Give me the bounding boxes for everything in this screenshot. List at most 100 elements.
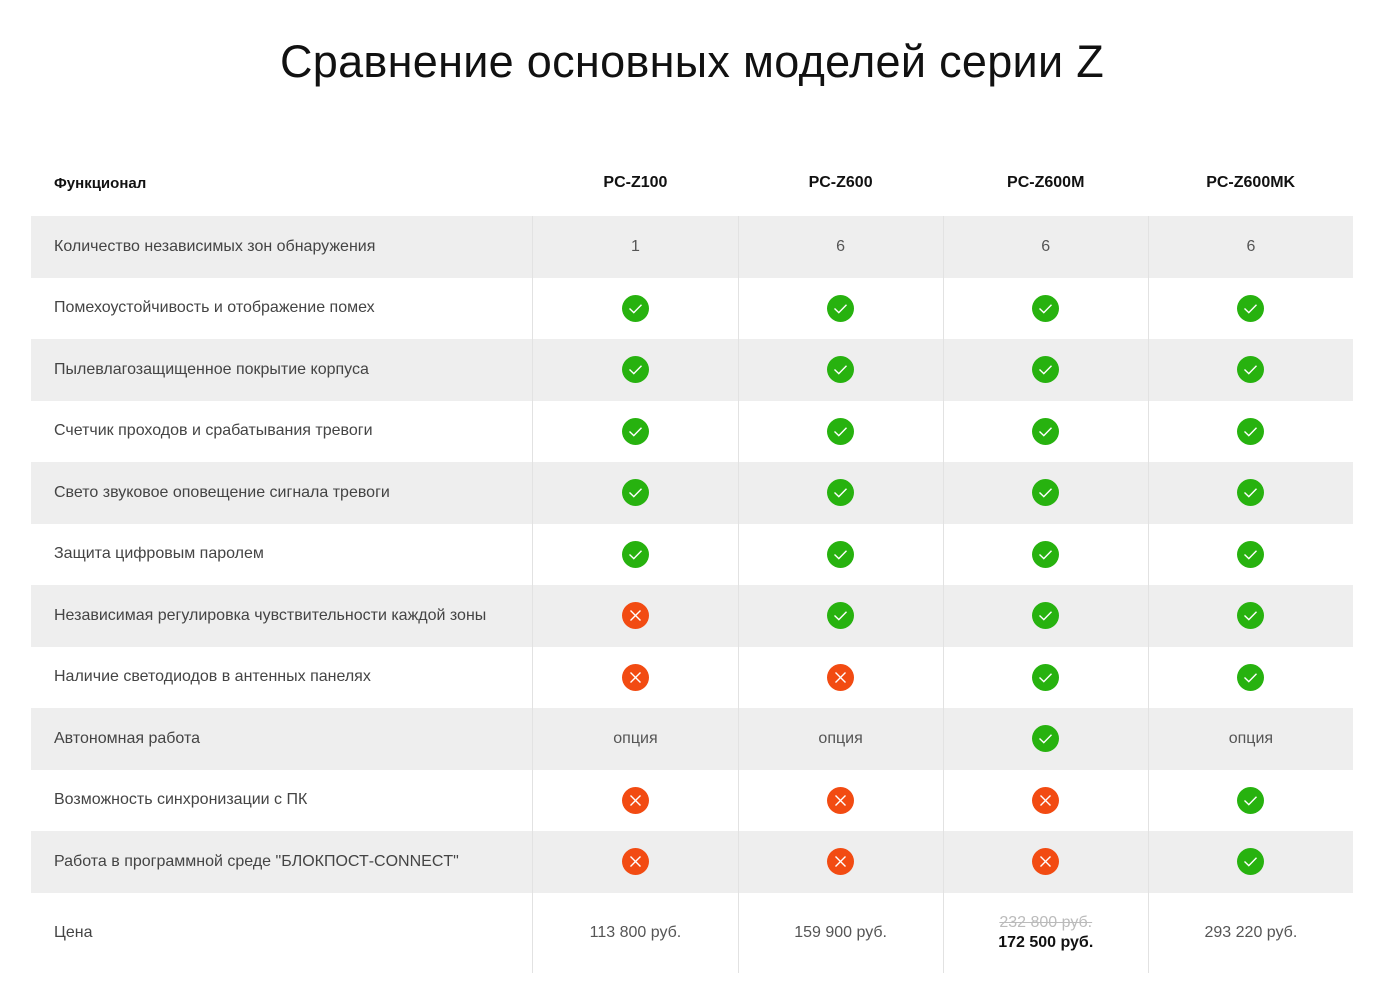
cell — [532, 339, 739, 401]
feature-label: Автономная работа — [31, 708, 533, 770]
cell — [737, 339, 944, 401]
table-row: Возможность синхронизации с ПК — [31, 769, 1353, 831]
feature-label: Пылевлагозащищенное покрытие корпуса — [31, 339, 533, 401]
cell — [1147, 585, 1353, 647]
feature-label: Независимая регулировка чувствительности… — [31, 585, 533, 647]
cell — [737, 462, 944, 524]
check-icon — [827, 294, 855, 322]
cross-icon — [827, 786, 855, 814]
check-icon — [1237, 540, 1265, 568]
check-icon — [1032, 602, 1060, 630]
check-icon — [827, 417, 855, 445]
table-row: Наличие светодиодов в антенных панелях — [31, 646, 1353, 708]
cell — [737, 831, 944, 893]
check-icon — [1032, 540, 1060, 568]
feature-label: Работа в программной среде "БЛОКПОСТ-CON… — [31, 831, 533, 893]
price-cell: 159 900 руб. — [737, 892, 944, 973]
cross-icon — [1032, 786, 1060, 814]
check-icon — [621, 294, 649, 322]
cell — [942, 585, 1149, 647]
cell-value: опция — [1147, 708, 1353, 770]
check-icon — [827, 479, 855, 507]
cell — [942, 831, 1149, 893]
cell-value: 6 — [1147, 216, 1353, 278]
cell — [942, 769, 1149, 831]
check-icon — [1032, 479, 1060, 507]
price-cell: 293 220 руб. — [1147, 892, 1353, 973]
cell — [942, 400, 1149, 462]
cell — [1147, 339, 1353, 401]
cell — [1147, 831, 1353, 893]
sale-price: 172 500 руб. — [998, 933, 1094, 951]
check-icon — [621, 540, 649, 568]
cell — [1147, 277, 1353, 339]
cell — [942, 523, 1149, 585]
check-icon — [1032, 356, 1060, 384]
feature-label: Свето звуковое оповещение сигнала тревог… — [31, 462, 533, 524]
check-icon — [1032, 725, 1060, 753]
cell — [942, 339, 1149, 401]
old-price: 232 800 руб. — [999, 913, 1093, 931]
table-row: Помехоустойчивость и отображение помех — [31, 277, 1353, 339]
cell — [942, 708, 1149, 770]
cell — [532, 277, 739, 339]
check-icon — [827, 356, 855, 384]
page-title: Сравнение основных моделей серии Z — [279, 36, 1105, 87]
cell — [1147, 769, 1353, 831]
cell — [942, 646, 1149, 708]
check-icon — [621, 356, 649, 384]
cross-icon — [621, 602, 649, 630]
table-row: Автономная работа опция опция опция — [31, 708, 1353, 770]
cell — [532, 646, 739, 708]
cell — [737, 769, 944, 831]
feature-label: Помехоустойчивость и отображение помех — [54, 299, 375, 317]
cell — [532, 831, 739, 893]
cell — [737, 585, 944, 647]
cross-icon — [827, 848, 855, 876]
cell — [532, 769, 739, 831]
cross-icon — [827, 663, 855, 691]
price-row: Цена 113 800 руб. 159 900 руб. 232 800 руб.… — [31, 892, 1353, 973]
check-icon — [1237, 479, 1265, 507]
price-cell: 232 800 руб. 172 500 руб. — [942, 892, 1149, 973]
check-icon — [1032, 417, 1060, 445]
cell — [1147, 400, 1353, 462]
cell-value: опция — [532, 708, 739, 770]
check-icon — [1237, 663, 1265, 691]
cross-icon — [621, 663, 649, 691]
feature-label: Счетчик проходов и срабатывания тревоги — [54, 422, 373, 440]
cell — [942, 462, 1149, 524]
cell — [737, 523, 944, 585]
feature-label: Наличие светодиодов в антенных панелях — [54, 668, 371, 686]
cell — [1147, 523, 1353, 585]
check-icon — [1237, 417, 1265, 445]
cell — [737, 400, 944, 462]
feature-header: Функционал — [54, 174, 147, 192]
check-icon — [1237, 786, 1265, 814]
table-row: Свето звуковое оповещение сигнала тревог… — [31, 462, 1353, 524]
model-header: PC-Z600 — [808, 174, 873, 191]
table-row: Счетчик проходов и срабатывания тревоги — [31, 400, 1353, 462]
cell — [532, 462, 739, 524]
cross-icon — [621, 786, 649, 814]
table-row: Защита цифровым паролем — [31, 523, 1353, 585]
check-icon — [1032, 294, 1060, 322]
cell — [1147, 462, 1353, 524]
check-icon — [1032, 663, 1060, 691]
table-row: Пылевлагозащищенное покрытие корпуса — [31, 339, 1353, 401]
model-header: PC-Z100 — [603, 174, 668, 191]
cell-value: 6 — [942, 216, 1149, 278]
cell-value: 1 — [532, 216, 739, 278]
cross-icon — [1032, 848, 1060, 876]
cell — [532, 585, 739, 647]
feature-label: Возможность синхронизации с ПК — [54, 791, 308, 809]
cell — [532, 523, 739, 585]
comparison-table: Функционал PC-Z100 PC-Z600 PC-Z600M PC-Z… — [31, 150, 1353, 973]
check-icon — [1237, 602, 1265, 630]
table-row: Работа в программной среде "БЛОКПОСТ-CON… — [31, 831, 1353, 893]
header-row: Функционал PC-Z100 PC-Z600 PC-Z600M PC-Z… — [31, 150, 1353, 216]
check-icon — [1237, 848, 1265, 876]
cell-value: опция — [737, 708, 944, 770]
table-row: Независимая регулировка чувствительности… — [31, 585, 1353, 647]
cell — [737, 646, 944, 708]
